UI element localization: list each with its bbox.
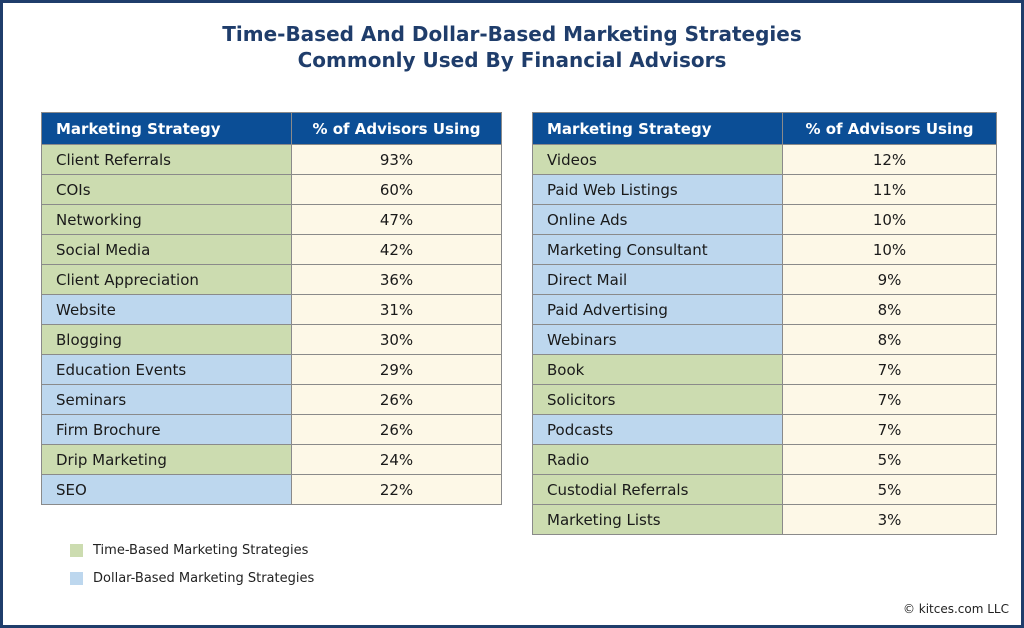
column-header-percent: % of Advisors Using — [291, 112, 502, 145]
strategy-name-cell: Book — [532, 354, 783, 385]
table-row: Direct Mail 9% — [532, 264, 997, 295]
legend-item-dollar-based: Dollar-Based Marketing Strategies — [70, 571, 314, 586]
strategy-name-cell: Paid Web Listings — [532, 174, 783, 205]
table-row: Networking 47% — [41, 204, 502, 235]
percent-cell: 42% — [291, 234, 502, 265]
column-header-strategy: Marketing Strategy — [532, 112, 783, 145]
table-row: Drip Marketing 24% — [41, 444, 502, 475]
table-row: Marketing Lists 3% — [532, 504, 997, 535]
table-row: Client Referrals 93% — [41, 144, 502, 175]
percent-cell: 26% — [291, 414, 502, 445]
strategy-name-cell: Website — [41, 294, 292, 325]
percent-cell: 26% — [291, 384, 502, 415]
strategy-name-cell: Social Media — [41, 234, 292, 265]
percent-cell: 24% — [291, 444, 502, 475]
percent-cell: 10% — [782, 204, 997, 235]
table-row: Book 7% — [532, 354, 997, 385]
table-row: SEO 22% — [41, 474, 502, 505]
table-row: Firm Brochure 26% — [41, 414, 502, 445]
table-row: Podcasts 7% — [532, 414, 997, 445]
percent-cell: 22% — [291, 474, 502, 505]
strategy-name-cell: Client Referrals — [41, 144, 292, 175]
strategy-name-cell: Online Ads — [532, 204, 783, 235]
infographic-frame: Time-Based And Dollar-Based Marketing St… — [3, 3, 1021, 625]
percent-cell: 11% — [782, 174, 997, 205]
table-header-row: Marketing Strategy % of Advisors Using — [532, 112, 997, 145]
table-row: Social Media 42% — [41, 234, 502, 265]
percent-cell: 93% — [291, 144, 502, 175]
table-row: Seminars 26% — [41, 384, 502, 415]
percent-cell: 8% — [782, 324, 997, 355]
strategy-name-cell: Solicitors — [532, 384, 783, 415]
strategy-name-cell: Webinars — [532, 324, 783, 355]
percent-cell: 9% — [782, 264, 997, 295]
strategy-name-cell: Networking — [41, 204, 292, 235]
table-row: Online Ads 10% — [532, 204, 997, 235]
legend-label: Time-Based Marketing Strategies — [93, 543, 309, 558]
percent-cell: 31% — [291, 294, 502, 325]
title-line-2: Commonly Used By Financial Advisors — [297, 48, 727, 72]
strategy-name-cell: Drip Marketing — [41, 444, 292, 475]
percent-cell: 47% — [291, 204, 502, 235]
table-row: Paid Advertising 8% — [532, 294, 997, 325]
table-body-right: Videos 12% Paid Web Listings 11% Online Ads 1… — [532, 144, 997, 535]
table-row: Radio 5% — [532, 444, 997, 475]
percent-cell: 36% — [291, 264, 502, 295]
legend-swatch-dollar-based — [70, 572, 83, 585]
strategy-name-cell: COIs — [41, 174, 292, 205]
table-row: Webinars 8% — [532, 324, 997, 355]
table-row: Client Appreciation 36% — [41, 264, 502, 295]
strategy-name-cell: Marketing Consultant — [532, 234, 783, 265]
percent-cell: 12% — [782, 144, 997, 175]
title-line-1: Time-Based And Dollar-Based Marketing St… — [222, 22, 802, 46]
legend-item-time-based: Time-Based Marketing Strategies — [70, 543, 308, 558]
table-row: Website 31% — [41, 294, 502, 325]
percent-cell: 5% — [782, 474, 997, 505]
percent-cell: 3% — [782, 504, 997, 535]
table-row: Marketing Consultant 10% — [532, 234, 997, 265]
strategy-name-cell: Blogging — [41, 324, 292, 355]
column-header-percent: % of Advisors Using — [782, 112, 997, 145]
strategy-name-cell: Marketing Lists — [532, 504, 783, 535]
column-header-strategy: Marketing Strategy — [41, 112, 292, 145]
strategy-name-cell: Firm Brochure — [41, 414, 292, 445]
strategy-name-cell: Paid Advertising — [532, 294, 783, 325]
table-row: COIs 60% — [41, 174, 502, 205]
percent-cell: 30% — [291, 324, 502, 355]
percent-cell: 29% — [291, 354, 502, 385]
table-row: Education Events 29% — [41, 354, 502, 385]
table-row: Custodial Referrals 5% — [532, 474, 997, 505]
strategy-name-cell: Seminars — [41, 384, 292, 415]
table-row: Solicitors 7% — [532, 384, 997, 415]
strategy-name-cell: Education Events — [41, 354, 292, 385]
legend-label: Dollar-Based Marketing Strategies — [93, 571, 315, 586]
strategy-name-cell: Videos — [532, 144, 783, 175]
percent-cell: 7% — [782, 414, 997, 445]
strategy-table-left: Marketing Strategy % of Advisors Using C… — [41, 112, 502, 505]
percent-cell: 8% — [782, 294, 997, 325]
strategy-table-right: Marketing Strategy % of Advisors Using V… — [532, 112, 997, 535]
legend-swatch-time-based — [70, 544, 83, 557]
percent-cell: 60% — [291, 174, 502, 205]
table-row: Paid Web Listings 11% — [532, 174, 997, 205]
table-header-row: Marketing Strategy % of Advisors Using — [41, 112, 502, 145]
table-row: Videos 12% — [532, 144, 997, 175]
percent-cell: 7% — [782, 384, 997, 415]
percent-cell: 7% — [782, 354, 997, 385]
strategy-name-cell: Direct Mail — [532, 264, 783, 295]
chart-title: Time-Based And Dollar-Based Marketing St… — [3, 21, 1021, 73]
strategy-name-cell: Radio — [532, 444, 783, 475]
copyright-credit: © kitces.com LLC — [902, 602, 1009, 616]
table-row: Blogging 30% — [41, 324, 502, 355]
table-body-left: Client Referrals 93% COIs 60% Networking 47% S… — [41, 144, 502, 505]
strategy-name-cell: Podcasts — [532, 414, 783, 445]
strategy-name-cell: SEO — [41, 474, 292, 505]
strategy-name-cell: Custodial Referrals — [532, 474, 783, 505]
strategy-name-cell: Client Appreciation — [41, 264, 292, 295]
percent-cell: 10% — [782, 234, 997, 265]
percent-cell: 5% — [782, 444, 997, 475]
